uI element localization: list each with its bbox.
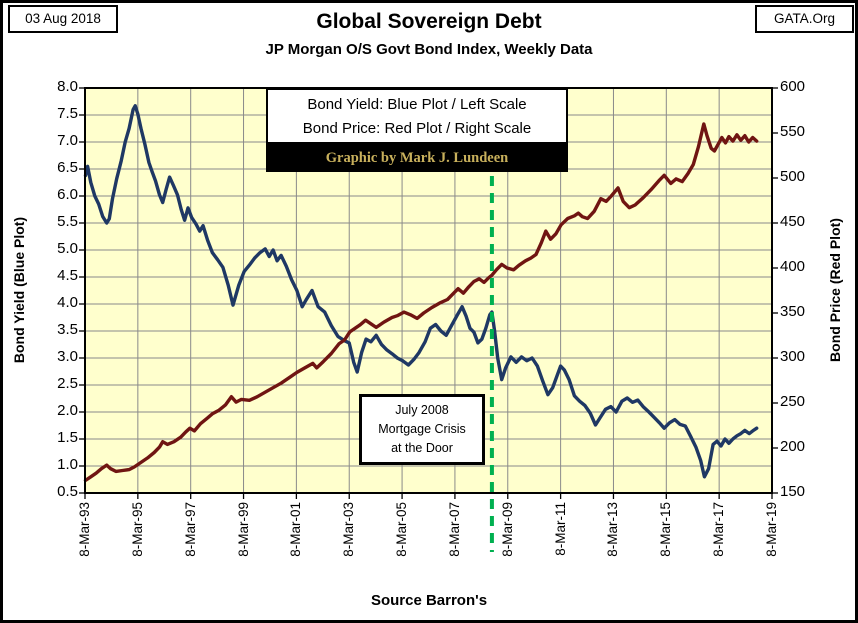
y-right-tick-label: 200 (780, 438, 806, 455)
right-axis-title: Bond Price (Red Plot) (827, 218, 843, 362)
x-tick-label: 8-Mar-15 (658, 502, 674, 557)
y-left-tick-label: 7.0 (57, 132, 78, 149)
y-left-tick-label: 2.5 (57, 375, 78, 392)
x-tick-label: 8-Mar-17 (711, 502, 727, 557)
annotation-line-1: July 2008 (395, 403, 449, 417)
series-bond-yield (83, 104, 759, 479)
y-right-tick-label: 400 (780, 258, 806, 275)
x-tick-label: 8-Mar-19 (764, 502, 779, 557)
left-axis-title: Bond Yield (Blue Plot) (11, 216, 27, 364)
x-tick-label: 8-Mar-95 (129, 502, 145, 557)
y-left-tick-label: 5.5 (57, 213, 78, 230)
legend-price: Bond Price: Red Plot / Right Scale (302, 120, 532, 137)
y-right-tick-label: 600 (780, 78, 806, 95)
y-right-tick-label: 500 (780, 168, 806, 185)
y-right-tick-label: 350 (780, 303, 806, 320)
x-tick-label: 8-Mar-11 (552, 502, 568, 556)
y-left-tick-label: 4.5 (57, 267, 78, 284)
y-left-tick-label: 5.0 (57, 240, 78, 257)
x-tick-label: 8-Mar-05 (394, 502, 410, 557)
y-left-tick-label: 1.0 (57, 456, 78, 473)
y-right-tick-label: 450 (780, 213, 806, 230)
credit-banner: Graphic by Mark J. Lundeen (266, 144, 568, 172)
date-box: 03 Aug 2018 (8, 5, 118, 33)
date-text: 03 Aug 2018 (25, 11, 101, 26)
annotation-line-2: Mortgage Crisis (378, 422, 466, 436)
legend-yield: Bond Yield: Blue Plot / Left Scale (307, 96, 527, 113)
y-left-tick-label: 6.5 (57, 159, 78, 176)
annotation-box: July 2008 Mortgage Crisis at the Door (359, 394, 485, 465)
y-left-tick-label: 3.5 (57, 321, 78, 338)
y-left-tick-label: 2.0 (57, 402, 78, 419)
x-tick-label: 8-Mar-93 (77, 502, 92, 557)
x-tick-label: 8-Mar-09 (499, 502, 515, 557)
x-tick-label: 8-Mar-07 (446, 502, 462, 557)
x-tick-label: 8-Mar-99 (235, 502, 251, 557)
y-right-tick-label: 250 (780, 393, 806, 410)
y-right-tick-label: 300 (780, 348, 806, 365)
org-text: GATA.Org (773, 11, 835, 26)
y-right-tick-label: 150 (780, 483, 806, 500)
x-tick-label: 8-Mar-97 (182, 502, 198, 557)
page-title: Global Sovereign Debt (316, 10, 542, 33)
x-tick-label: 8-Mar-13 (605, 502, 621, 557)
y-left-tick-label: 6.0 (57, 186, 78, 203)
source-caption: Source Barron's (370, 592, 488, 609)
y-left-tick-label: 3.0 (57, 348, 78, 365)
series-bond-price (83, 122, 759, 483)
page-subtitle: JP Morgan O/S Govt Bond Index, Weekly Da… (265, 41, 593, 58)
y-left-tick-label: 4.0 (57, 294, 78, 311)
y-left-tick-label: 8.0 (57, 78, 78, 95)
org-box: GATA.Org (755, 5, 854, 33)
x-tick-label: 8-Mar-03 (341, 502, 357, 557)
legend-box: Bond Yield: Blue Plot / Left Scale Bond … (266, 88, 568, 144)
y-left-tick-label: 0.5 (57, 483, 78, 500)
x-tick-label: 8-Mar-01 (288, 502, 304, 557)
y-left-tick-label: 7.5 (57, 105, 78, 122)
annotation-line-3: at the Door (391, 441, 453, 455)
y-right-tick-label: 550 (780, 123, 806, 140)
y-left-tick-label: 1.5 (57, 429, 78, 446)
